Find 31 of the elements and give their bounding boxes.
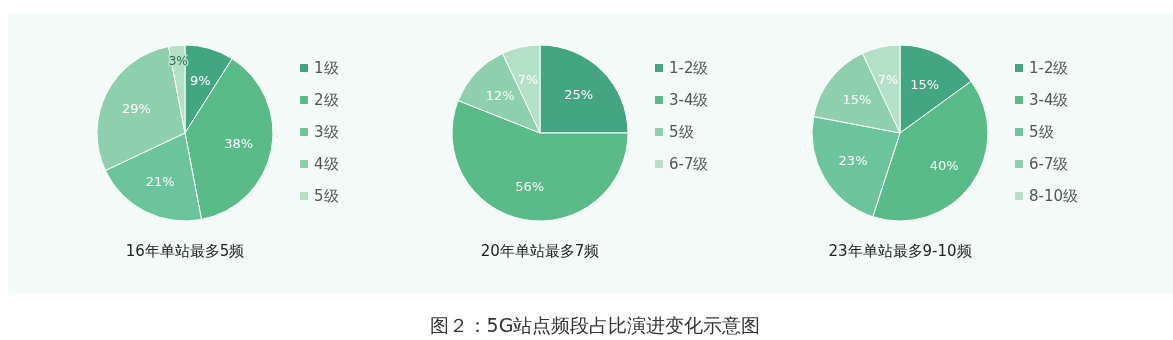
data-label: 29% [121,100,151,116]
legend-label: 3级 [314,123,339,142]
legend-label: 6-7级 [669,155,709,174]
data-label: 15% [910,76,940,92]
data-label: 12% [485,88,515,104]
legend-label: 5级 [669,123,694,142]
data-label: 25% [564,86,594,102]
legend-label: 1-2级 [669,59,709,78]
legend-label: 2级 [314,91,339,110]
data-label: 40% [929,157,959,173]
legend-label: 8-10级 [1029,187,1079,206]
legend-label: 4级 [314,155,339,174]
text: 16年单站最多5频 [125,242,245,260]
data-label: 7% [877,72,899,88]
legend-label: 3-4级 [1029,91,1069,110]
data-label: 7% [517,72,539,88]
data-label: 15% [842,92,872,108]
data-label: 23% [838,153,868,169]
text: 23年单站最多9-10频 [828,242,972,260]
legend-label: 5级 [1029,123,1054,142]
data-label: 9% [189,73,211,89]
text: 20年单站最多7频 [480,242,600,260]
data-label: 38% [224,135,254,151]
caption: 图２：5G站点频段占比演进变化示意图 [429,314,761,336]
legend-label: 1-2级 [1029,59,1069,78]
legend-label: 3-4级 [669,91,709,110]
legend-label: 1级 [314,59,339,78]
data-label: 21% [145,174,175,190]
data-label: 56% [515,179,545,195]
legend-label: 6-7级 [1029,155,1069,174]
legend-label: 5级 [314,187,339,206]
